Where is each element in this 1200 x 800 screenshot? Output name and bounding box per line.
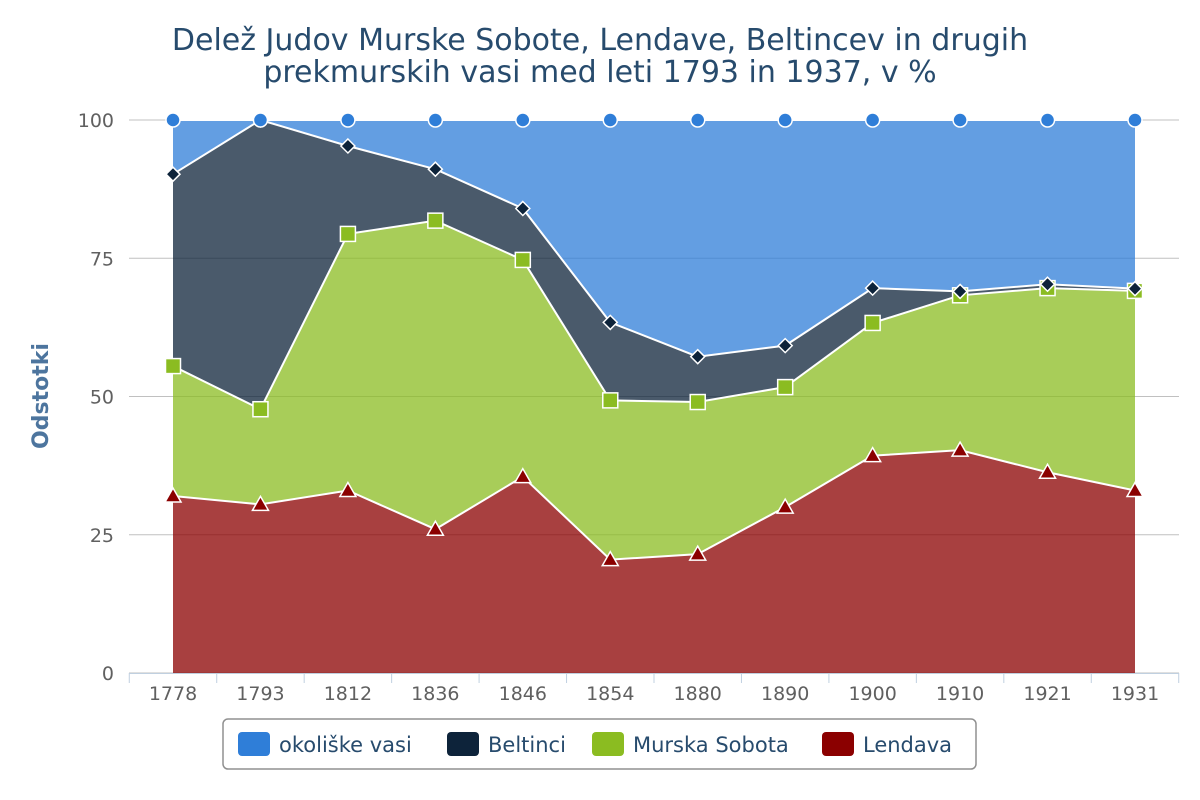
marker-murska-sobota-1854	[602, 392, 619, 409]
marker-lendava-1890	[775, 497, 795, 514]
legend-label-lendava: Lendava	[863, 733, 952, 757]
marker-okoliske-vasi-1793	[252, 112, 269, 128]
marker-beltinci-1778	[164, 166, 182, 183]
y-tick-label-25: 25	[90, 525, 114, 547]
legend: okoliške vasi Beltinci Murska Sobota Lendav…	[222, 718, 977, 770]
areas	[173, 120, 1135, 673]
marker-lendava-1931	[1125, 480, 1145, 498]
line-beltinci	[172, 118, 1136, 358]
x-tick-label-1793: 1793	[236, 683, 284, 705]
marker-okoliske-vasi-1921	[1039, 112, 1056, 128]
marker-lendava-1910	[950, 440, 970, 457]
marker-murska-sobota-1890	[776, 378, 794, 396]
marker-beltinci-1836	[427, 161, 444, 178]
x-tick-label-1910: 1910	[936, 683, 984, 705]
marker-lendava-1793	[251, 494, 270, 512]
marker-beltinci-1812	[339, 137, 356, 155]
chart-title: Delež Judov Murske Sobote, Lendave, Belt…	[172, 23, 1028, 58]
line-murska-sobota	[172, 219, 1136, 411]
legend-label-okoliske-vasi: okoliške vasi	[279, 733, 412, 757]
marker-okoliske-vasi-1910	[952, 112, 968, 128]
axes: 0 25 50 75 100 1778 1793 1812 1836 1846 1854 1880 18…	[78, 110, 1180, 705]
marker-okoliske-vasi-1846	[515, 112, 531, 128]
area-okoliske-vasi	[173, 120, 1135, 357]
marker-beltinci-1910	[952, 283, 969, 300]
x-tick-label-1778: 1778	[149, 683, 197, 705]
marker-okoliske-vasi-1854	[602, 112, 619, 128]
y-tick-label-0: 0	[102, 663, 114, 685]
x-tick-label-1846: 1846	[499, 683, 547, 705]
chart-subtitle: prekmurskih vasi med leti 1793 in 1937, …	[263, 55, 936, 90]
marker-beltinci-1900	[864, 280, 881, 297]
x-tick-label-1890: 1890	[761, 683, 809, 705]
marker-okoliske-vasi-1778	[165, 112, 181, 128]
legend-label-beltinci: Beltinci	[488, 733, 566, 757]
y-axis-title: Odstotki	[29, 343, 54, 449]
marker-beltinci-1921	[1039, 276, 1056, 293]
marker-okoliske-vasi-1900	[864, 112, 881, 128]
marker-okoliske-vasi-1931	[1127, 112, 1143, 128]
marker-okoliske-vasi-1890	[777, 112, 793, 128]
marker-murska-sobota-1880	[689, 393, 706, 411]
marker-beltinci-1854	[602, 314, 619, 331]
legend-swatch-okoliske-vasi	[238, 732, 270, 756]
x-tick-label-1854: 1854	[586, 683, 634, 705]
marker-okoliske-vasi-1880	[689, 112, 706, 128]
marker-okoliske-vasi-1836	[427, 112, 444, 128]
marker-murska-sobota-1836	[427, 212, 444, 229]
legend-label-murska-sobota: Murska Sobota	[633, 733, 789, 757]
legend-swatch-lendava	[822, 732, 854, 756]
marker-lendava-1846	[513, 467, 533, 484]
x-tick-label-1931: 1931	[1111, 683, 1159, 705]
marker-lendava-1778	[163, 486, 183, 503]
x-tick-label-1900: 1900	[848, 683, 896, 705]
x-tick-label-1921: 1921	[1023, 683, 1071, 705]
marker-lendava-1836	[426, 519, 445, 536]
x-tick-label-1880: 1880	[674, 683, 722, 705]
x-tick-label-1836: 1836	[411, 683, 459, 705]
area-murska-sobota	[173, 220, 1135, 560]
marker-murska-sobota-1900	[864, 314, 881, 332]
series-lines	[172, 118, 1136, 561]
marker-lendava-1812	[338, 480, 358, 498]
marker-murska-sobota-1812	[339, 225, 357, 243]
marker-beltinci-1931	[1126, 280, 1144, 297]
area-beltinci	[173, 120, 1135, 410]
marker-beltinci-1846	[514, 200, 531, 217]
y-tick-label-100: 100	[78, 110, 114, 132]
marker-murska-sobota-1778	[164, 357, 182, 375]
legend-swatch-beltinci	[447, 732, 479, 756]
marker-murska-sobota-1846	[514, 251, 532, 269]
y-tick-label-75: 75	[90, 248, 114, 270]
marker-lendava-1900	[863, 446, 882, 463]
marker-beltinci-1890	[777, 337, 794, 354]
marker-murska-sobota-1793	[252, 400, 269, 418]
marker-lendava-1854	[600, 550, 620, 567]
line-lendava	[172, 449, 1136, 561]
marker-lendava-1880	[688, 544, 708, 561]
y-tick-label-50: 50	[90, 387, 114, 409]
area-lendava	[173, 450, 1135, 673]
legend-swatch-murska-sobota	[592, 732, 624, 756]
marker-okoliske-vasi-1812	[340, 112, 356, 128]
marker-beltinci-1880	[689, 348, 706, 365]
x-tick-label-1812: 1812	[324, 683, 372, 705]
series-markers	[163, 111, 1145, 567]
marker-lendava-1921	[1038, 462, 1057, 480]
